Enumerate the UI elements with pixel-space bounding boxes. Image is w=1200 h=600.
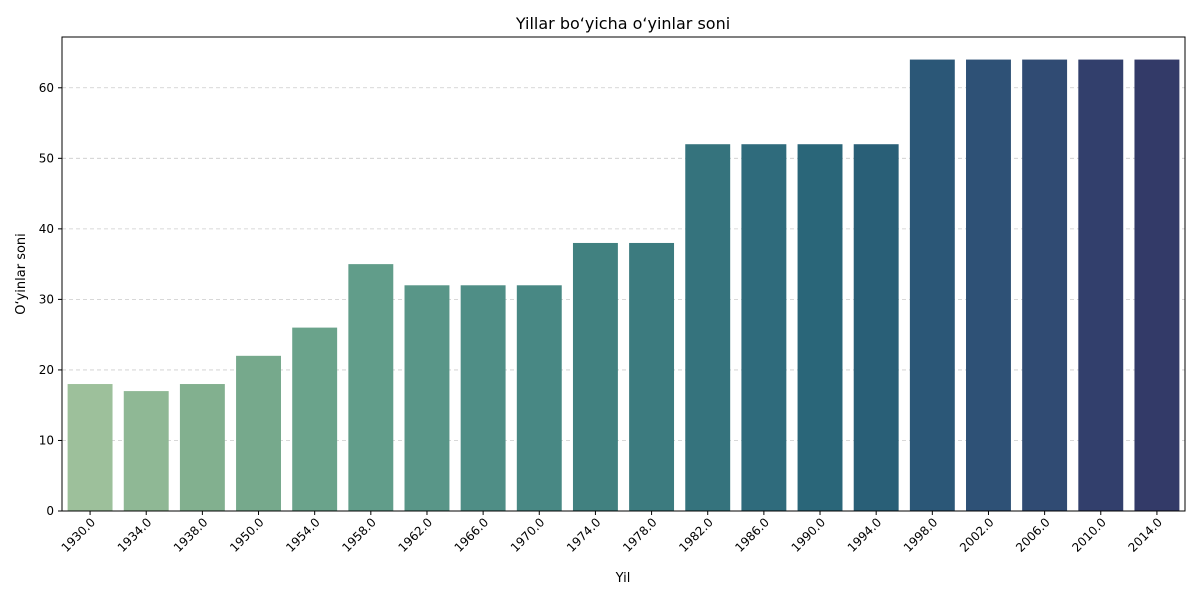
bar-1998.0: [909, 59, 955, 511]
bar-2014.0: [1134, 59, 1180, 511]
y-axis-label: O‘yinlar soni: [14, 233, 29, 315]
bar-1982.0: [685, 144, 731, 511]
bar-1966.0: [460, 285, 506, 511]
bars-group: [67, 59, 1180, 511]
y-tick-label: 40: [39, 222, 54, 236]
bar-2002.0: [966, 59, 1011, 511]
y-tick-label: 50: [39, 151, 54, 165]
bar-1974.0: [572, 242, 618, 511]
bar-2010.0: [1078, 59, 1124, 511]
bar-1978.0: [629, 242, 675, 511]
y-gridlines: [62, 87, 1185, 441]
y-tick-label: 30: [39, 292, 54, 306]
bar-1970.0: [516, 285, 562, 511]
y-tick-label: 20: [39, 363, 54, 377]
bar-1962.0: [404, 285, 450, 511]
y-tick-label: 0: [46, 504, 54, 518]
y-tick-label: 60: [39, 81, 54, 95]
bar-1934.0: [123, 391, 169, 511]
bar-1954.0: [292, 327, 338, 511]
y-tick-label: 10: [39, 433, 54, 447]
bar-1990.0: [797, 144, 843, 511]
bar-1994.0: [853, 144, 899, 511]
chart-title: Yillar bo‘yicha o‘yinlar soni: [515, 14, 730, 33]
bar-1938.0: [179, 384, 225, 511]
bar-1986.0: [741, 144, 787, 511]
bar-1950.0: [236, 355, 281, 511]
x-axis-label: Yil: [615, 571, 631, 586]
plot-frame: [61, 36, 1186, 512]
y-axis: 0 10 20 30 40 50 60: [39, 81, 62, 518]
bar-1958.0: [348, 264, 394, 511]
bar-2006.0: [1022, 59, 1068, 511]
bar-1930.0: [67, 384, 113, 511]
